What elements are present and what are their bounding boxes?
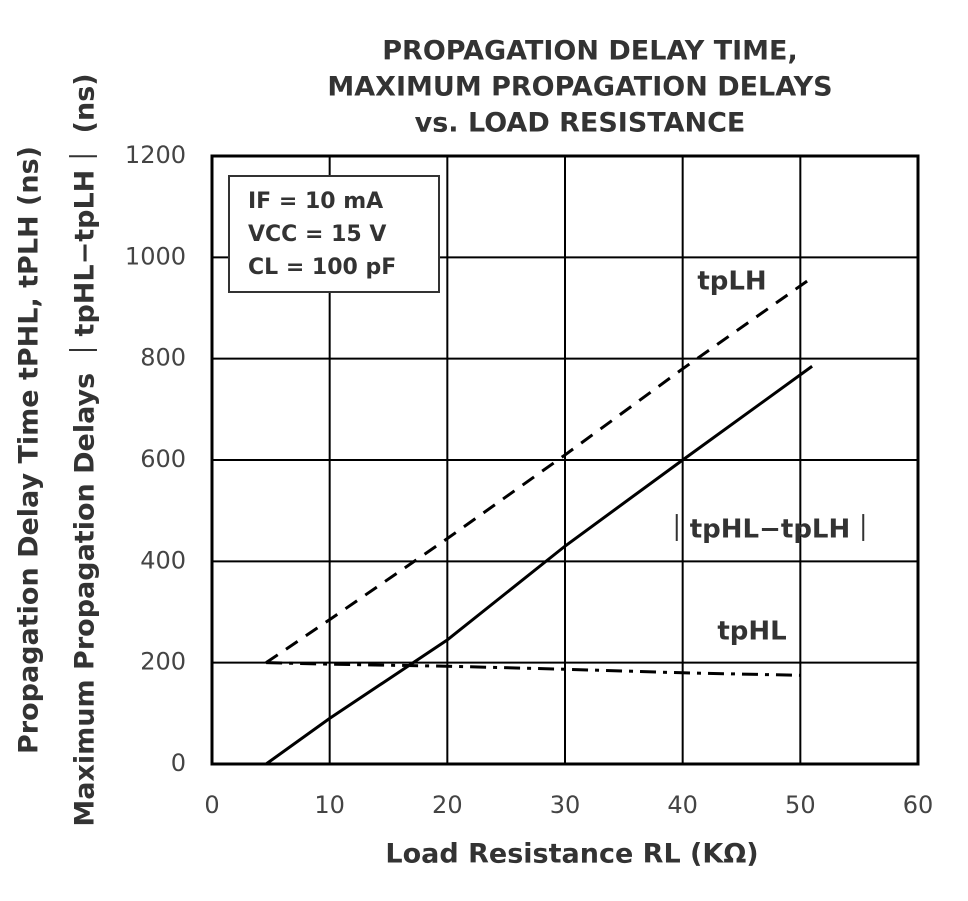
series-label: tpLH [697, 267, 766, 297]
x-tick-label: 20 [432, 791, 463, 819]
series-line [265, 365, 813, 766]
series-label: ｜tpHL−tpLH｜ [664, 514, 877, 545]
annotation: CL = 100 pF [248, 255, 396, 280]
chart-title: vs. LOAD RESISTANCE [415, 108, 746, 139]
x-tick-label: 10 [314, 791, 345, 819]
series-line [266, 661, 801, 677]
y-tick-label: 400 [140, 546, 186, 574]
x-tick-label: 50 [785, 791, 816, 819]
x-tick-label: 0 [204, 791, 219, 819]
y-tick-label: 800 [140, 344, 186, 372]
plot-frame [210, 154, 920, 766]
chart-title: PROPAGATION DELAY TIME, [382, 36, 797, 67]
y-tick-label: 1000 [125, 242, 186, 270]
x-tick-label: 60 [903, 791, 934, 819]
x-axis-label: Load Resistance RL (KΩ) [385, 839, 758, 870]
annotation: VCC = 15 V [248, 222, 386, 247]
y-tick-label: 0 [171, 749, 186, 777]
y-tick-label: 200 [140, 648, 186, 676]
x-tick-label: 40 [667, 791, 698, 819]
y-tick-label: 600 [140, 445, 186, 473]
y-axis-label: Propagation Delay Time tPHL, tPLH (ns) [14, 146, 45, 754]
chart-title: MAXIMUM PROPAGATION DELAYS [327, 72, 832, 103]
annotation: IF = 10 mA [248, 189, 383, 214]
series-label: tpHL [717, 617, 786, 647]
x-tick-label: 30 [550, 791, 581, 819]
series-line [265, 276, 813, 664]
condition-box [228, 175, 440, 293]
y-axis-label: Maximum Propagation Delays ｜tpHL−tpLH｜ (… [69, 73, 101, 826]
y-tick-label: 1200 [125, 141, 186, 169]
